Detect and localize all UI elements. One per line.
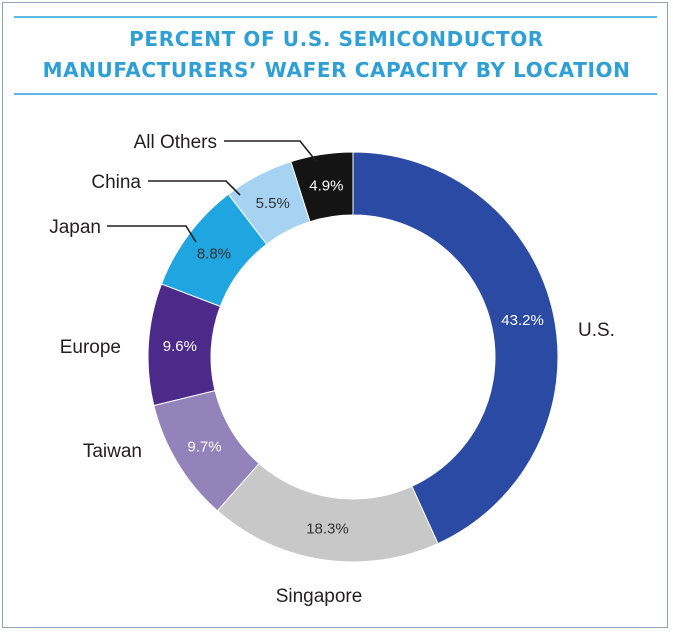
value-label-taiwan: 9.7% (187, 439, 221, 456)
slice-u-s (352, 151, 559, 545)
leader-line-all-others (224, 140, 317, 162)
category-label-taiwan: Taiwan (83, 441, 142, 462)
title-top-rule (14, 16, 657, 18)
chart-title-line-1: PERCENT OF U.S. SEMICONDUCTOR (129, 27, 544, 51)
leader-line-china (148, 180, 241, 196)
slice-all-others (290, 151, 354, 223)
value-label-europe: 9.6% (163, 338, 197, 355)
category-label-singapore: Singapore (276, 586, 363, 607)
value-label-u-s: 43.2% (501, 312, 544, 329)
category-label-europe: Europe (60, 337, 121, 358)
value-label-singapore: 18.3% (306, 521, 349, 538)
title-bottom-rule (14, 93, 657, 95)
value-label-japan: 8.8% (197, 245, 231, 262)
chart-title: PERCENT OF U.S. SEMICONDUCTOR MANUFACTUR… (0, 24, 673, 86)
category-label-all-others: All Others (134, 132, 217, 153)
category-label-china: China (91, 172, 141, 193)
leader-line-japan (107, 225, 197, 243)
slice-singapore (216, 462, 439, 563)
category-label-u-s: U.S. (578, 320, 615, 341)
chart-title-line-2: MANUFACTURERS’ WAFER CAPACITY BY LOCATIO… (42, 58, 631, 82)
value-label-china: 5.5% (256, 195, 290, 212)
category-label-japan: Japan (49, 217, 101, 238)
value-label-all-others: 4.9% (309, 178, 343, 195)
